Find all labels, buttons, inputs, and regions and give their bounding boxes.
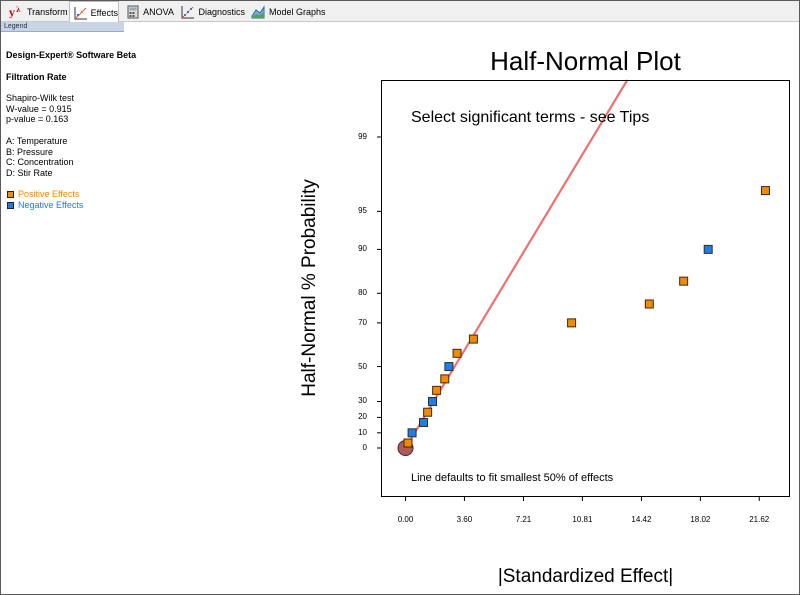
x-tick-label: 0.00 bbox=[397, 515, 414, 524]
legend-header[interactable]: Legend bbox=[1, 22, 124, 32]
positive-swatch bbox=[7, 191, 14, 199]
plot-area[interactable] bbox=[381, 80, 790, 497]
negative-label: Negative Effects bbox=[18, 199, 84, 210]
x-tick-label: 14.42 bbox=[631, 515, 652, 524]
tab-diagnostics-label: Diagnostics bbox=[198, 6, 245, 17]
factor-c: C: Concentration bbox=[6, 157, 74, 168]
positive-effect-point[interactable] bbox=[644, 299, 654, 309]
y-tick-label: 99 bbox=[358, 132, 367, 141]
positive-effect-point[interactable] bbox=[432, 385, 442, 395]
tab-anova[interactable]: ANOVA bbox=[122, 1, 174, 22]
diagnostics-icon bbox=[181, 5, 194, 19]
x-tick-label: 18.02 bbox=[690, 515, 711, 524]
tab-anova-label: ANOVA bbox=[143, 6, 174, 17]
negative-effect-point[interactable] bbox=[428, 396, 438, 406]
negative-effect-point[interactable] bbox=[407, 428, 417, 438]
positive-label: Positive Effects bbox=[18, 189, 80, 200]
w-value: W-value = 0.915 bbox=[6, 103, 72, 114]
y-tick-label: 70 bbox=[358, 317, 367, 327]
negative-effect-point[interactable] bbox=[444, 362, 454, 372]
positive-effect-point[interactable] bbox=[760, 186, 770, 196]
y-tick-label: 80 bbox=[358, 288, 367, 298]
model-graphs-icon bbox=[251, 4, 265, 19]
x-axis-label: |Standardized Effect| bbox=[497, 566, 674, 587]
annotation-line-note: Line defaults to fit smallest 50% of eff… bbox=[411, 472, 614, 484]
legend-positive: Positive Effects bbox=[6, 189, 206, 200]
x-tick-label: 3.60 bbox=[456, 515, 473, 524]
tab-model-graphs[interactable]: Model Graphs bbox=[247, 1, 327, 22]
calculator-icon bbox=[126, 5, 139, 19]
tab-diagnostics[interactable]: Diagnostics bbox=[177, 1, 245, 22]
tab-model-graphs-label: Model Graphs bbox=[269, 6, 326, 17]
y-tick-label: 20 bbox=[358, 412, 367, 422]
y-tick-label: 95 bbox=[358, 206, 367, 216]
svg-text:λ: λ bbox=[16, 5, 21, 14]
negative-effect-point[interactable] bbox=[703, 244, 713, 254]
positive-effect-point[interactable] bbox=[403, 438, 413, 448]
annotation-tips: Select significant terms - see Tips bbox=[411, 109, 650, 126]
positive-effect-point[interactable] bbox=[452, 348, 462, 358]
x-tick-label: 7.21 bbox=[515, 515, 532, 524]
y-tick-label: 0 bbox=[362, 443, 367, 452]
legend-strip: Legend bbox=[1, 22, 799, 32]
tab-effects[interactable]: Effects bbox=[69, 1, 119, 23]
legend-negative: Negative Effects bbox=[6, 200, 206, 211]
x-tick-label: 10.81 bbox=[572, 515, 593, 524]
y-tick-label: 90 bbox=[358, 244, 367, 254]
response-name: Filtration Rate bbox=[6, 71, 67, 82]
y-tick-label: 50 bbox=[358, 361, 367, 371]
legend-panel: Design-Expert® Software Beta Filtration … bbox=[6, 50, 206, 211]
software-name: Design-Expert® Software Beta bbox=[6, 50, 137, 60]
factor-a: A: Temperature bbox=[6, 135, 68, 146]
positive-effect-point[interactable] bbox=[468, 334, 478, 344]
positive-effect-point[interactable] bbox=[679, 276, 689, 286]
x-tick-label: 21.62 bbox=[749, 515, 770, 524]
y-tick-label: 10 bbox=[358, 427, 367, 437]
factor-b: B: Pressure bbox=[6, 146, 54, 157]
svg-text:y: y bbox=[9, 8, 16, 19]
factor-d: D: Stir Rate bbox=[6, 167, 53, 178]
y-tick-label: 30 bbox=[358, 396, 367, 406]
negative-effect-point[interactable] bbox=[419, 418, 429, 428]
effects-plot-icon bbox=[74, 6, 87, 20]
tab-effects-label: Effects bbox=[90, 7, 118, 18]
positive-effect-point[interactable] bbox=[440, 374, 450, 384]
positive-effect-point[interactable] bbox=[567, 318, 577, 328]
p-value: p-value = 0.163 bbox=[6, 114, 69, 125]
tab-transform-label: Transform bbox=[27, 6, 68, 17]
negative-swatch bbox=[7, 201, 14, 209]
fit-line bbox=[404, 79, 629, 449]
plot-title: Half-Normal Plot bbox=[490, 46, 681, 76]
positive-effect-point[interactable] bbox=[423, 407, 433, 417]
test-name: Shapiro-Wilk test bbox=[6, 93, 75, 104]
